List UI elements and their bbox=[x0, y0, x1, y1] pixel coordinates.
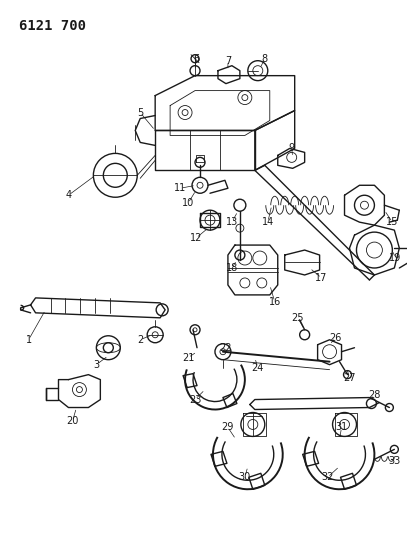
Text: 9: 9 bbox=[288, 143, 295, 154]
Text: 2: 2 bbox=[137, 335, 143, 345]
Text: 27: 27 bbox=[343, 373, 356, 383]
Text: 19: 19 bbox=[389, 253, 401, 263]
Text: 6: 6 bbox=[193, 54, 199, 64]
Text: 14: 14 bbox=[262, 217, 274, 227]
Text: 33: 33 bbox=[388, 456, 401, 466]
Text: 6121 700: 6121 700 bbox=[19, 19, 86, 33]
Text: 24: 24 bbox=[252, 362, 264, 373]
Text: 12: 12 bbox=[190, 233, 202, 243]
Text: 17: 17 bbox=[315, 273, 328, 283]
Text: 29: 29 bbox=[222, 423, 234, 432]
Text: 1: 1 bbox=[26, 335, 32, 345]
Text: 18: 18 bbox=[226, 263, 238, 273]
Text: 30: 30 bbox=[239, 472, 251, 482]
Text: 4: 4 bbox=[65, 190, 71, 200]
Text: 16: 16 bbox=[268, 297, 281, 307]
Text: 26: 26 bbox=[329, 333, 342, 343]
Text: 21: 21 bbox=[182, 353, 194, 362]
Text: 25: 25 bbox=[291, 313, 304, 323]
Text: 3: 3 bbox=[93, 360, 100, 370]
Text: 15: 15 bbox=[386, 217, 399, 227]
Text: 23: 23 bbox=[189, 394, 201, 405]
Text: 8: 8 bbox=[262, 54, 268, 64]
Text: 28: 28 bbox=[368, 390, 381, 400]
Text: 10: 10 bbox=[182, 198, 194, 208]
Text: 11: 11 bbox=[174, 183, 186, 193]
Text: 22: 22 bbox=[220, 343, 232, 353]
Text: 5: 5 bbox=[137, 108, 143, 117]
Text: 13: 13 bbox=[226, 217, 238, 227]
Text: 20: 20 bbox=[66, 416, 79, 426]
Text: 31: 31 bbox=[335, 423, 348, 432]
Text: 7: 7 bbox=[225, 56, 231, 66]
Text: 32: 32 bbox=[322, 472, 334, 482]
